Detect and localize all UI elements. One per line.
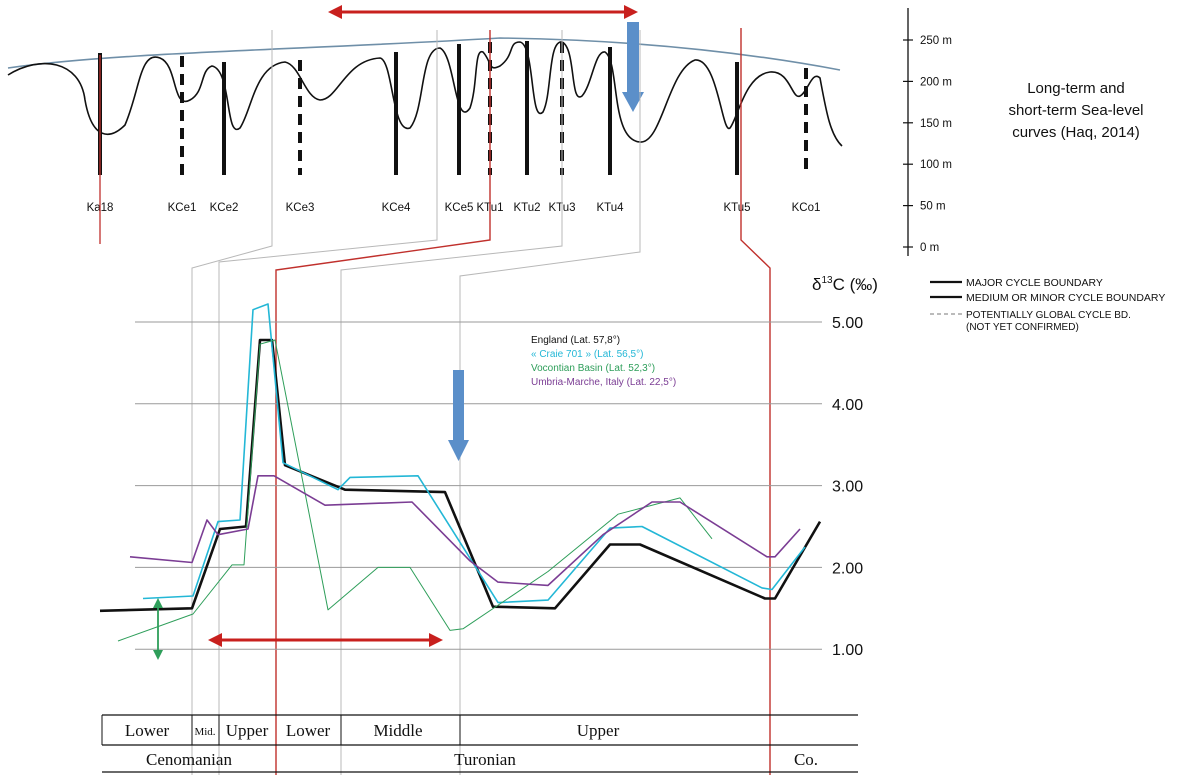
cycle-boundary-label: KCe5 — [445, 202, 474, 214]
legend-entry-1: « Craie 701 » (Lat. 56,5°) — [531, 349, 643, 360]
substage-cenomanian-upper: Upper — [226, 721, 269, 740]
legend-potential-line2: (NOT YET CONFIRMED) — [966, 322, 1079, 333]
substage-turonian-lower: Lower — [286, 721, 331, 740]
sea-level-tick-label: 250 m — [920, 35, 952, 47]
red-double-arrow-top — [328, 5, 638, 19]
y-tick-label: 2.00 — [832, 560, 863, 577]
y-axis-label: δ13C (‰) — [812, 275, 878, 294]
correlation-line-kce3 — [191, 30, 273, 775]
stratigraphy-table: Lower Mid. Upper Lower Middle Upper Ceno… — [101, 714, 858, 773]
legend-medium: MEDIUM OR MINOR CYCLE BOUNDARY — [966, 292, 1165, 304]
carbon-isotope-chart: 5.00 4.00 3.00 2.00 1.00 δ13C (‰) England (L… — [99, 275, 878, 660]
stage-cenomanian: Cenomanian — [146, 750, 232, 769]
correlation-line-ktu4 — [459, 30, 641, 775]
sea-level-caption-line2: short-term Sea-level — [1008, 102, 1143, 119]
cycle-boundary-label: KCe4 — [382, 202, 411, 214]
substage-turonian-middle: Middle — [373, 721, 422, 740]
correlation-line-ktu1 — [275, 30, 491, 775]
substage-turonian-upper: Upper — [577, 721, 620, 740]
cycle-boundary-label: KCe1 — [168, 202, 197, 214]
sea-level-tick-label: 200 m — [920, 76, 952, 88]
sea-level-tick-label: 0 m — [920, 242, 939, 254]
series-legend: England (Lat. 57,8°) « Craie 701 » (Lat. … — [531, 335, 676, 388]
blue-down-arrow-top — [622, 22, 644, 112]
legend-entry-3: Umbria-Marche, Italy (Lat. 22,5°) — [531, 377, 676, 388]
legend-potential-line1: POTENTIALLY GLOBAL CYCLE BD. — [966, 310, 1131, 321]
cycle-boundary-label: KTu4 — [596, 202, 624, 214]
sea-level-tick-label: 100 m — [920, 159, 952, 171]
substage-cenomanian-middle: Mid. — [194, 726, 215, 738]
y-tick-label: 1.00 — [832, 642, 863, 659]
correlation-lines — [99, 28, 771, 775]
legend-entry-0: England (Lat. 57,8°) — [531, 335, 620, 346]
y-tick-label: 5.00 — [832, 315, 863, 332]
correlation-line-ktu3 — [340, 30, 563, 775]
series-line-3 — [129, 474, 801, 587]
green-double-arrow — [153, 598, 163, 660]
series-line-2 — [117, 339, 713, 642]
stage-coniacian: Co. — [794, 750, 818, 769]
cycle-boundary-label: KCo1 — [792, 202, 821, 214]
series-line-1 — [142, 303, 806, 604]
series-line-0 — [99, 338, 822, 613]
long-term-sea-level-curve — [7, 37, 841, 71]
sea-level-tick-label: 150 m — [920, 118, 952, 130]
legend-entry-2: Vocontian Basin (Lat. 52,3°) — [531, 363, 655, 374]
short-term-sea-level-curve — [7, 41, 843, 147]
sea-level-caption-line3: curves (Haq, 2014) — [1012, 124, 1140, 141]
legend-major: MAJOR CYCLE BOUNDARY — [966, 277, 1103, 289]
cycle-boundary-label: KTu2 — [513, 202, 540, 214]
correlation-line-ktu5 — [740, 28, 771, 775]
sea-level-panel: Ka18 KCe1 KCe2 KCe3 KCe4 KCe5 KTu1 KTu2 KTu3 KTu4… — [7, 5, 1144, 256]
sea-level-tick-label: 50 m — [920, 201, 946, 213]
blue-down-arrow-chart — [448, 370, 469, 461]
stage-turonian: Turonian — [454, 750, 516, 769]
cycle-boundary-legend: MAJOR CYCLE BOUNDARY MEDIUM OR MINOR CYC… — [930, 277, 1165, 333]
y-tick-label: 3.00 — [832, 479, 863, 496]
cycle-boundary-label: KTu5 — [723, 202, 750, 214]
red-double-arrow-chart — [208, 633, 443, 647]
sea-level-scale: 250 m 200 m 150 m 100 m 50 m 0 m — [903, 8, 952, 256]
substage-cenomanian-lower: Lower — [125, 721, 170, 740]
correlation-line-kce5 — [218, 30, 438, 775]
cycle-boundary-label: KCe3 — [286, 202, 315, 214]
cycle-boundary-group: Ka18 KCe1 KCe2 KCe3 KCe4 KCe5 KTu1 KTu2 KTu3 KTu4… — [87, 41, 821, 214]
sea-level-caption-line1: Long-term and — [1027, 80, 1125, 97]
y-tick-label: 4.00 — [832, 397, 863, 414]
cycle-boundary-label: KCe2 — [210, 202, 239, 214]
